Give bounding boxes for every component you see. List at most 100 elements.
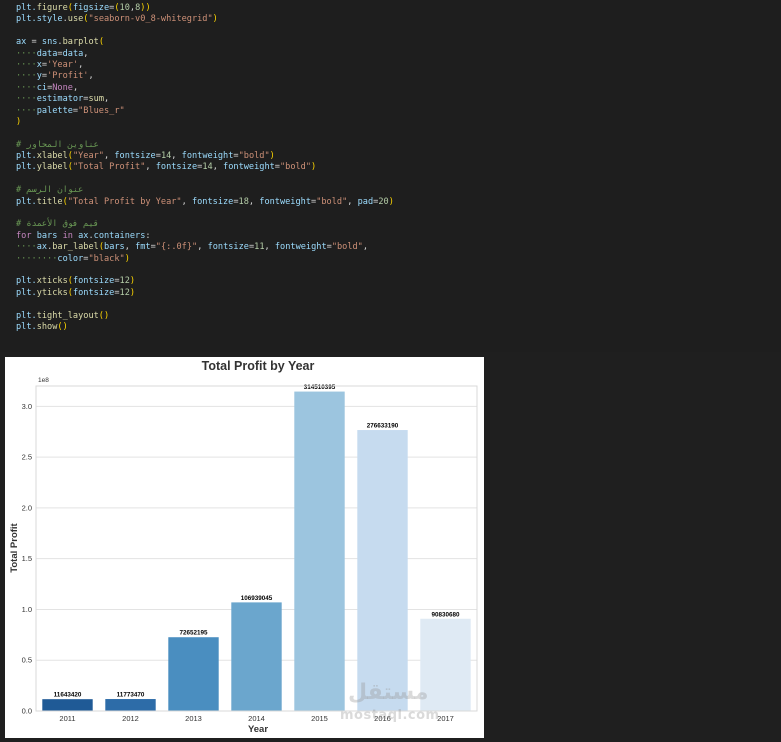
bar-2014 [231,602,282,711]
bar-value-label: 276633190 [367,423,399,430]
code-token: fontsize [72,276,115,287]
code-token: = [274,162,280,173]
code-token: 14 [160,151,172,162]
code-token: ( [67,162,73,173]
code-token: figsize [72,3,110,13]
code-token: ( [98,310,104,321]
code-line[interactable]: ····palette="Blues_r" [16,106,394,117]
code-line[interactable] [16,128,394,139]
code-token: , [347,196,358,207]
code-line[interactable]: for bars in ax.containers: [16,231,394,242]
code-line[interactable]: plt.yticks(fontsize=12) [16,288,394,299]
code-token: estimator [36,94,84,105]
code-token: = [83,94,89,105]
code-token: "bold" [238,151,270,162]
bar-value-label: 314510395 [304,384,336,391]
code-token: ax [72,230,89,241]
code-editor[interactable]: plt.figure(figsize=(10,8)) plt.style.use(… [16,3,394,333]
code-token: ( [67,287,73,298]
bar-value-labels: 11643420 11773470 72652195 106939045 3145103… [54,384,460,699]
code-line[interactable]: ····estimator=sum, [16,94,394,105]
code-token: ( [98,37,105,48]
code-line[interactable]: # قيم فوق الأعمدة [16,219,394,230]
x-tick-label: 2013 [185,714,202,723]
code-token: fontsize [191,196,234,207]
code-line[interactable]: plt.show() [16,322,394,333]
y-tick-label: 1.5 [22,554,32,563]
code-token: data [36,48,58,59]
code-line[interactable]: ····y='Profit', [16,71,394,82]
code-line[interactable] [16,265,394,276]
y-tick-label: 2.5 [22,453,32,462]
code-line[interactable]: plt.style.use("seaborn-v0_8-whitegrid") [16,14,394,25]
code-token: ···· [16,82,37,93]
code-token: plt. [16,321,37,332]
bar-value-label: 90830680 [431,611,460,618]
code-token: bars [104,242,125,253]
code-token: 8 [135,3,141,13]
code-token: "Blues_r" [78,105,125,116]
code-line[interactable]: plt.tight_layout() [16,311,394,322]
code-token: xticks [36,276,68,287]
code-token: xlabel [36,151,68,162]
code-token: plt. [16,3,37,13]
code-token: 10 [119,3,130,13]
code-line[interactable]: ····x='Year', [16,60,394,71]
code-cell[interactable]: plt.figure(figsize=(10,8)) plt.style.use(… [0,0,781,353]
code-token: ) [311,162,317,173]
code-line[interactable]: ax = sns.barplot( [16,37,394,48]
code-token: ···· [16,242,37,253]
code-token: = [47,82,53,93]
code-token: palette [36,105,73,116]
code-line[interactable]: plt.xticks(fontsize=12) [16,276,394,287]
code-line[interactable]: plt.xlabel("Year", fontsize=14, fontweig… [16,151,394,162]
bar-value-label: 11773470 [117,692,145,699]
code-token: , [72,82,79,93]
code-token: "seaborn-v0_8-whitegrid" [88,14,213,25]
code-line[interactable]: plt.title("Total Profit by Year", fontsi… [16,197,394,208]
code-line[interactable]: ····data=data, [16,49,394,60]
code-line[interactable] [16,26,394,37]
code-token: ( [67,3,73,13]
code-token: 14 [202,162,213,173]
code-line[interactable]: plt.ylabel("Total Profit", fontsize=14, … [16,162,394,173]
y-tick-label: 0.0 [22,707,32,716]
bar-value-label: 72652195 [179,630,208,637]
code-token: ···· [16,94,37,105]
code-token: ) [124,253,130,264]
chart-figure: 11643420 11773470 72652195 106939045 3145103… [5,357,484,738]
code-token: ) [212,14,218,25]
code-token: fmt [135,242,151,253]
code-token: "Total Profit by Year" [67,196,182,207]
code-token: "bold" [316,196,348,207]
code-line[interactable] [16,174,394,185]
code-line[interactable]: ········color="black") [16,254,394,265]
code-token: = [233,196,239,207]
code-token: style [36,14,63,25]
code-token: ···· [16,59,37,70]
code-token: = [233,151,239,162]
code-token: plt. [16,276,37,287]
plot-frame [35,385,478,712]
code-line[interactable] [16,208,394,219]
code-token: "black" [88,253,125,264]
code-token: , [212,162,224,173]
code-token: sns [41,37,58,48]
code-line[interactable]: # عناوين المحاور [16,140,394,151]
code-token: 12 [119,276,130,287]
code-token: yticks [36,287,68,298]
code-line[interactable] [16,299,394,310]
code-line[interactable]: plt.figure(figsize=(10,8)) [16,3,394,14]
code-line[interactable]: # عنوان الرسم [16,185,394,196]
code-token: , [78,59,84,70]
code-token: 'Profit' [47,71,89,82]
code-token: = [26,37,42,48]
watermark: مستقل mostaql.com [340,680,450,730]
code-token: , [145,162,156,173]
code-token: ···· [16,48,37,59]
code-line[interactable]: ····ax.bar_label(bars, fmt="{:.0f}", fon… [16,242,394,253]
code-token: fontweight [181,151,234,162]
bar-2011 [42,699,93,711]
code-line[interactable]: ) [16,117,394,128]
code-line[interactable]: ····ci=None, [16,83,394,94]
